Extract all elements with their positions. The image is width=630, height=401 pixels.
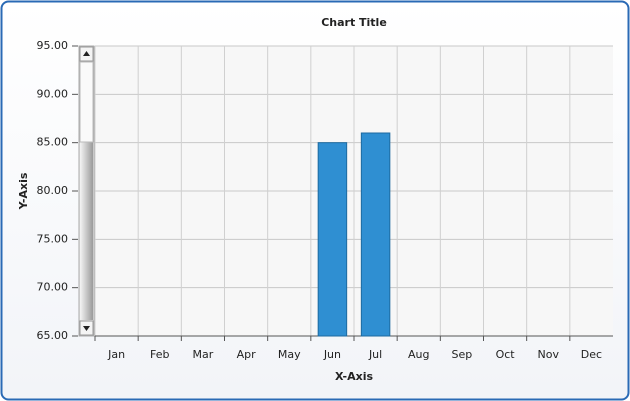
- chart-title: Chart Title: [321, 16, 387, 29]
- y-tick-label: 90.00: [37, 87, 69, 100]
- scroll-handle[interactable]: [79, 61, 94, 143]
- up-arrow: [83, 51, 90, 56]
- y-tick-label: 65.00: [37, 329, 69, 342]
- x-tick-label: May: [278, 348, 301, 361]
- x-tick-label: Aug: [408, 348, 429, 361]
- x-tick-label: Feb: [150, 348, 169, 361]
- x-tick-label: Dec: [581, 348, 602, 361]
- x-tick-label: Nov: [538, 348, 560, 361]
- x-tick-label: Apr: [237, 348, 257, 361]
- bar: [360, 132, 391, 337]
- bar: [317, 142, 348, 337]
- y-tick-label: 70.00: [37, 281, 69, 294]
- y-axis-label: Y-Axis: [17, 172, 30, 210]
- x-axis-label: X-Axis: [335, 370, 374, 383]
- y-tick-label: 95.00: [37, 39, 69, 52]
- y-tick-label: 75.00: [37, 232, 69, 245]
- down-arrow: [83, 326, 90, 331]
- scrollbar[interactable]: [78, 45, 95, 337]
- x-tick-label: Jun: [323, 348, 341, 361]
- x-tick-label: Jan: [107, 348, 125, 361]
- y-tick-label: 85.00: [37, 136, 69, 149]
- y-tick-label: 80.00: [37, 184, 69, 197]
- x-tick-label: Oct: [496, 348, 516, 361]
- x-tick-label: Mar: [193, 348, 214, 361]
- x-tick-label: Sep: [452, 348, 473, 361]
- x-tick-label: Jul: [368, 348, 382, 361]
